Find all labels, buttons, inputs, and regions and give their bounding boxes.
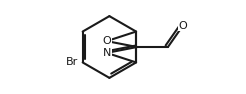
Text: O: O [102, 36, 111, 46]
Text: Br: Br [66, 57, 78, 67]
Text: O: O [179, 20, 187, 31]
Text: N: N [103, 48, 111, 58]
